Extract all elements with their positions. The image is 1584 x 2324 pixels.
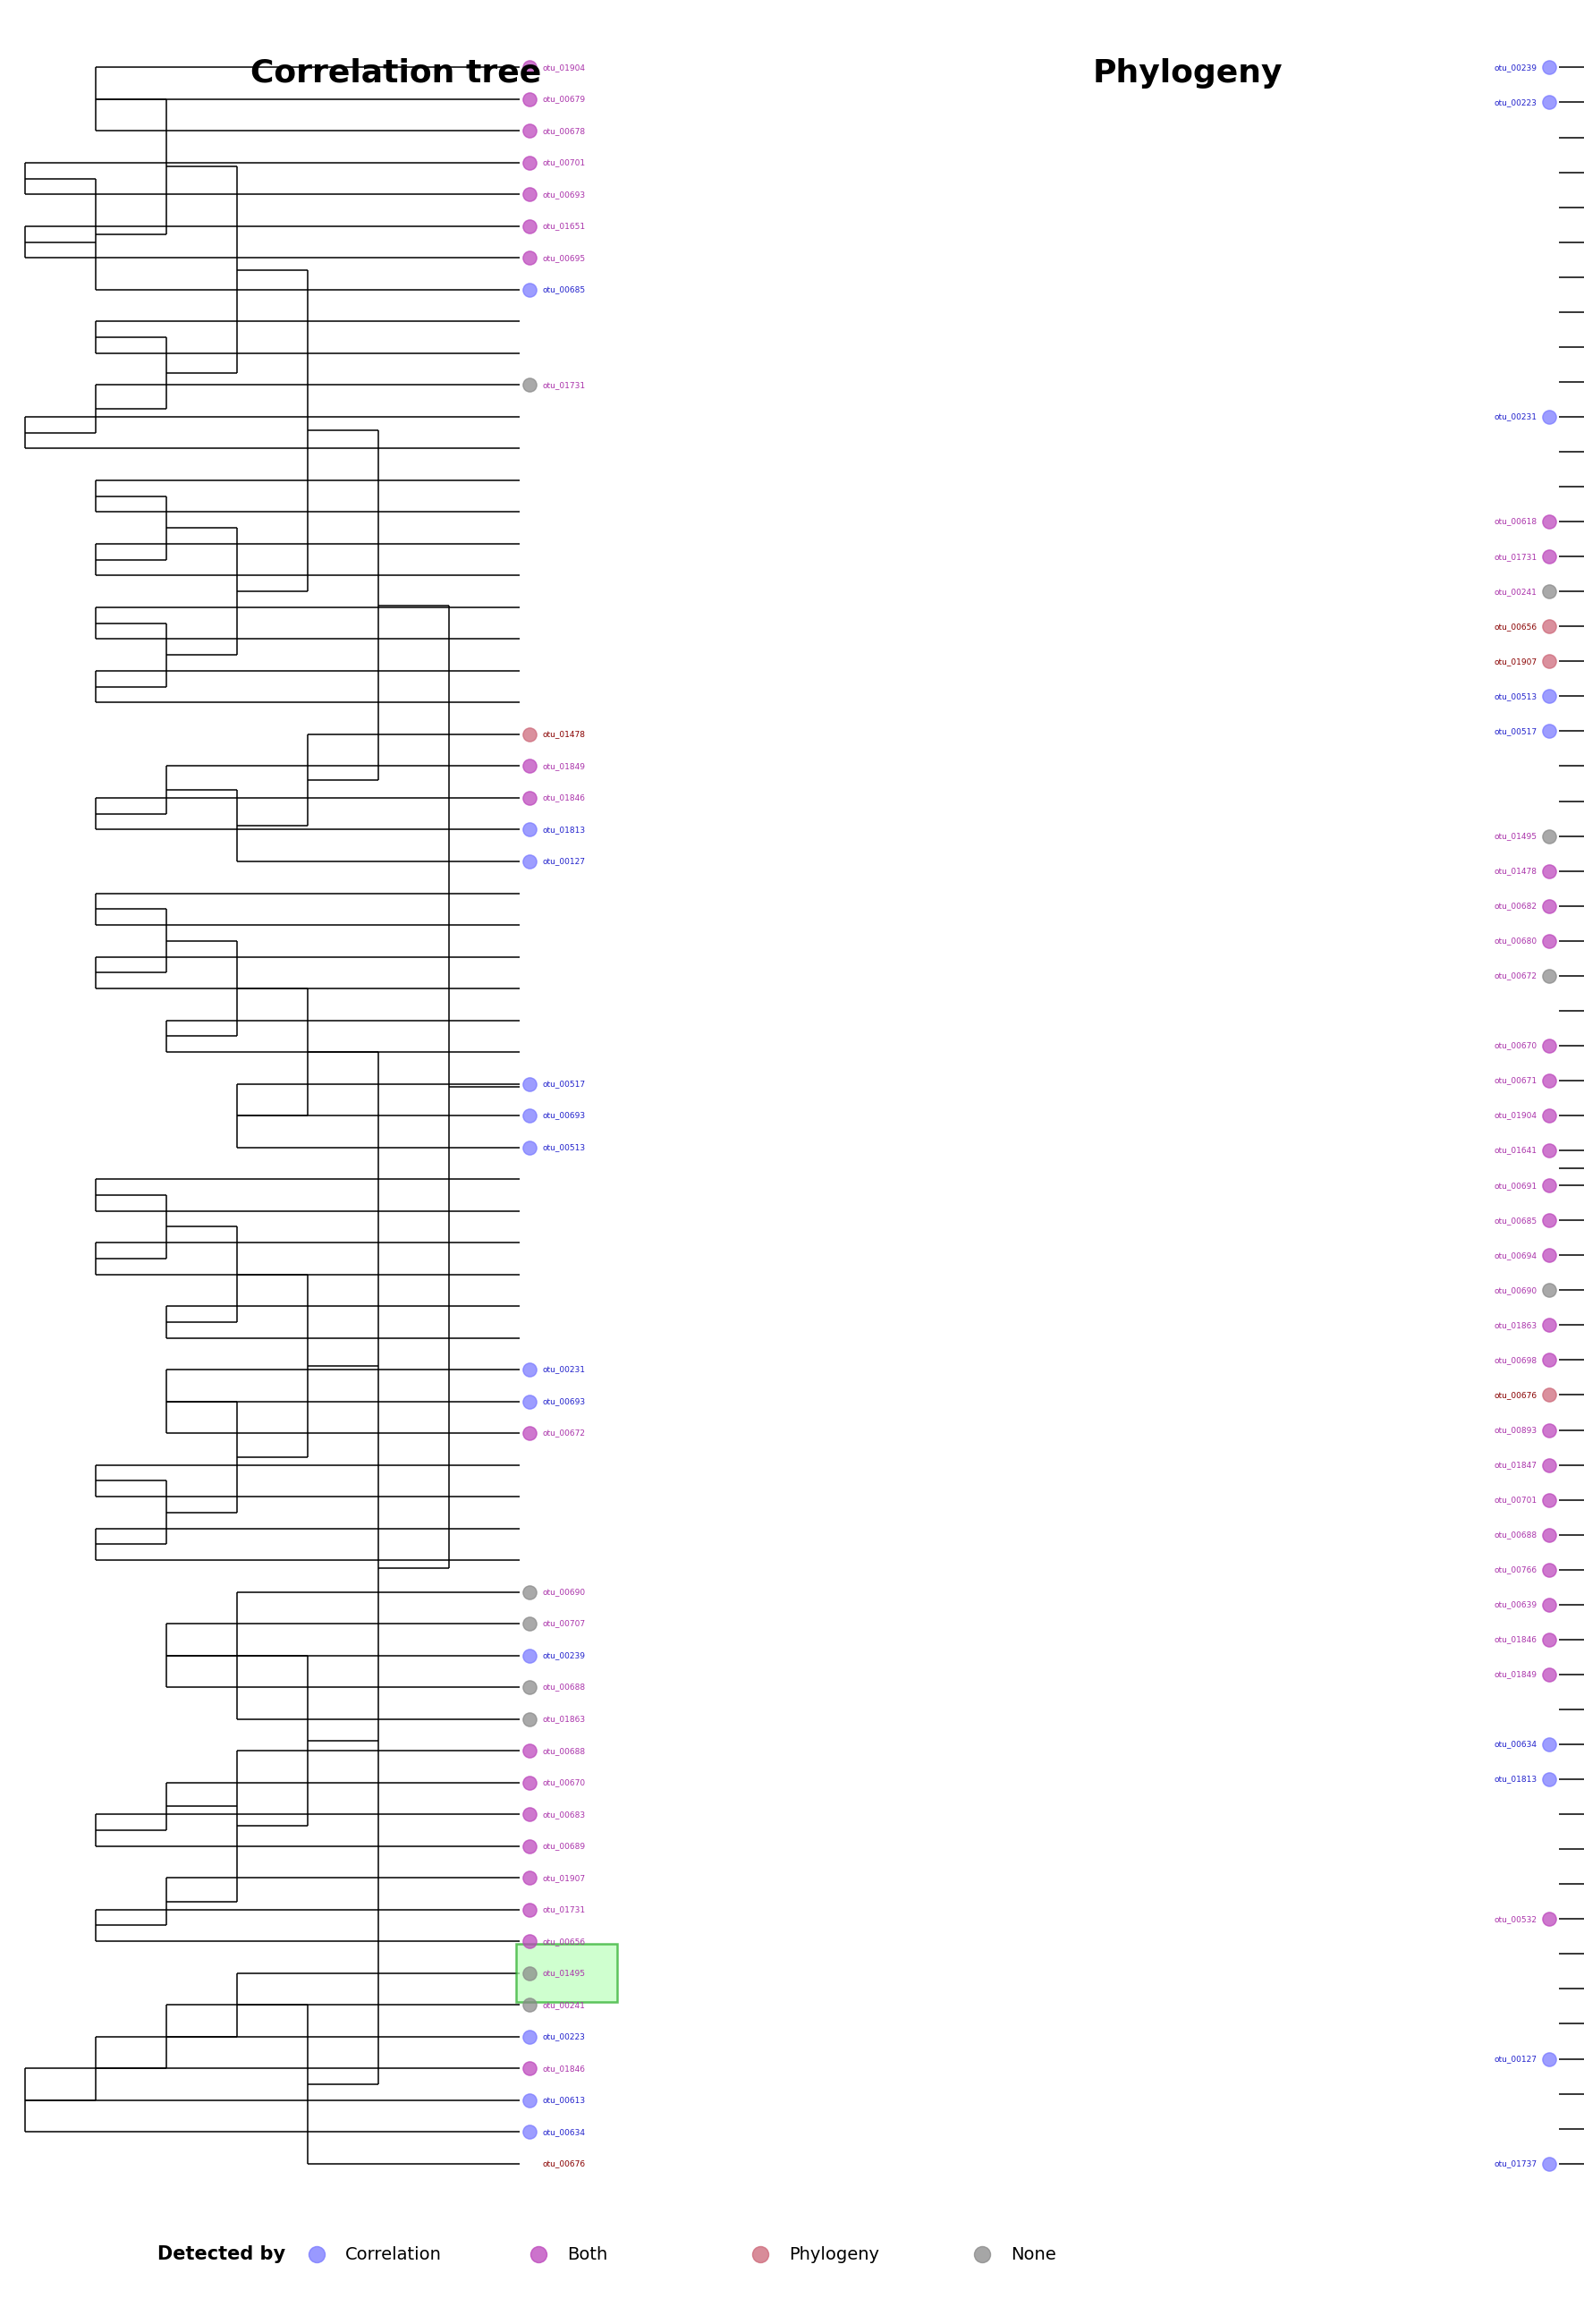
Text: otu_00656: otu_00656 [542, 1938, 584, 1945]
Text: otu_00513: otu_00513 [1494, 693, 1536, 700]
Text: otu_00698: otu_00698 [1494, 1355, 1536, 1364]
Text: otu_00688: otu_00688 [542, 1683, 584, 1692]
Text: otu_01495: otu_01495 [1494, 832, 1536, 839]
Text: otu_00690: otu_00690 [542, 1587, 584, 1597]
FancyBboxPatch shape [516, 1943, 618, 2003]
Text: otu_01907: otu_01907 [542, 1873, 584, 1882]
Text: otu_00682: otu_00682 [1494, 902, 1536, 911]
Text: otu_01904: otu_01904 [1494, 1111, 1536, 1120]
Text: otu_00517: otu_00517 [542, 1081, 584, 1088]
Text: otu_01641: otu_01641 [1494, 1146, 1536, 1155]
Text: otu_00613: otu_00613 [542, 2096, 584, 2103]
Text: otu_01904: otu_01904 [542, 63, 584, 72]
Text: Phylogeny: Phylogeny [789, 2245, 879, 2264]
Text: Correlation tree: Correlation tree [250, 58, 542, 88]
Text: otu_00239: otu_00239 [542, 1652, 584, 1659]
Text: otu_00676: otu_00676 [542, 2159, 584, 2168]
Text: otu_00701: otu_00701 [1494, 1497, 1536, 1504]
Text: otu_00532: otu_00532 [1494, 1915, 1536, 1922]
Text: otu_00691: otu_00691 [1494, 1181, 1536, 1190]
Text: otu_00517: otu_00517 [1494, 727, 1536, 734]
Text: otu_00223: otu_00223 [542, 2034, 584, 2040]
Text: otu_00707: otu_00707 [542, 1620, 584, 1627]
Text: otu_00231: otu_00231 [542, 1367, 584, 1373]
Text: otu_00231: otu_00231 [1494, 414, 1536, 421]
Text: otu_00694: otu_00694 [1494, 1250, 1536, 1260]
Text: otu_00241: otu_00241 [1494, 588, 1536, 595]
Text: otu_00688: otu_00688 [542, 1748, 584, 1755]
Text: otu_00223: otu_00223 [1494, 98, 1536, 107]
Text: otu_00656: otu_00656 [1494, 623, 1536, 630]
Text: otu_01478: otu_01478 [542, 730, 584, 739]
Text: otu_00689: otu_00689 [542, 1843, 584, 1850]
Text: otu_01849: otu_01849 [1494, 1671, 1536, 1678]
Text: otu_00693: otu_00693 [542, 1111, 584, 1120]
Text: otu_01651: otu_01651 [542, 223, 584, 230]
Text: otu_01863: otu_01863 [1494, 1320, 1536, 1329]
Text: otu_00683: otu_00683 [542, 1810, 584, 1817]
Text: otu_01846: otu_01846 [542, 2064, 584, 2073]
Text: otu_00127: otu_00127 [1494, 2054, 1536, 2064]
Text: otu_00688: otu_00688 [1494, 1532, 1536, 1538]
Text: otu_01731: otu_01731 [542, 381, 584, 388]
Text: otu_01907: otu_01907 [1494, 658, 1536, 665]
Text: otu_00685: otu_00685 [1494, 1215, 1536, 1225]
Text: otu_00701: otu_00701 [542, 158, 584, 167]
Text: otu_00241: otu_00241 [542, 2001, 584, 2008]
Text: otu_01863: otu_01863 [542, 1715, 584, 1722]
Text: otu_01731: otu_01731 [542, 1906, 584, 1913]
Text: otu_00766: otu_00766 [1494, 1566, 1536, 1573]
Text: otu_00639: otu_00639 [1494, 1601, 1536, 1608]
Text: otu_00678: otu_00678 [542, 128, 584, 135]
Text: otu_00672: otu_00672 [1494, 971, 1536, 981]
Text: otu_01478: otu_01478 [1494, 867, 1536, 876]
Text: otu_01847: otu_01847 [1494, 1462, 1536, 1469]
Text: otu_00685: otu_00685 [542, 286, 584, 293]
Text: otu_00127: otu_00127 [542, 858, 584, 865]
Text: otu_00618: otu_00618 [1494, 518, 1536, 525]
Text: Phylogeny: Phylogeny [1093, 58, 1283, 88]
Text: otu_01813: otu_01813 [542, 825, 584, 834]
Text: otu_00690: otu_00690 [1494, 1285, 1536, 1294]
Text: otu_00676: otu_00676 [1494, 1392, 1536, 1399]
Text: otu_00672: otu_00672 [542, 1429, 584, 1436]
Text: otu_01849: otu_01849 [542, 762, 584, 769]
Text: Detected by: Detected by [157, 2245, 285, 2264]
Text: otu_00513: otu_00513 [542, 1143, 584, 1150]
Text: None: None [1011, 2245, 1057, 2264]
Text: otu_01737: otu_01737 [1494, 2159, 1536, 2168]
Text: otu_00670: otu_00670 [542, 1778, 584, 1787]
Text: otu_01813: otu_01813 [1494, 1776, 1536, 1783]
Text: otu_00634: otu_00634 [1494, 1741, 1536, 1748]
Text: otu_00695: otu_00695 [542, 253, 584, 263]
Text: otu_01731: otu_01731 [1494, 553, 1536, 560]
Text: Correlation: Correlation [345, 2245, 442, 2264]
Text: otu_00634: otu_00634 [542, 2129, 584, 2136]
Text: otu_00893: otu_00893 [1494, 1427, 1536, 1434]
Text: otu_00670: otu_00670 [1494, 1041, 1536, 1050]
Text: otu_01495: otu_01495 [542, 1968, 584, 1978]
Text: otu_01846: otu_01846 [542, 795, 584, 802]
Text: otu_00239: otu_00239 [1494, 63, 1536, 72]
Text: otu_01846: otu_01846 [1494, 1636, 1536, 1643]
Text: otu_00679: otu_00679 [542, 95, 584, 102]
Text: otu_00680: otu_00680 [1494, 937, 1536, 946]
Text: otu_00693: otu_00693 [542, 1397, 584, 1406]
Text: otu_00671: otu_00671 [1494, 1076, 1536, 1085]
Text: Both: Both [567, 2245, 608, 2264]
Text: otu_00693: otu_00693 [542, 191, 584, 198]
